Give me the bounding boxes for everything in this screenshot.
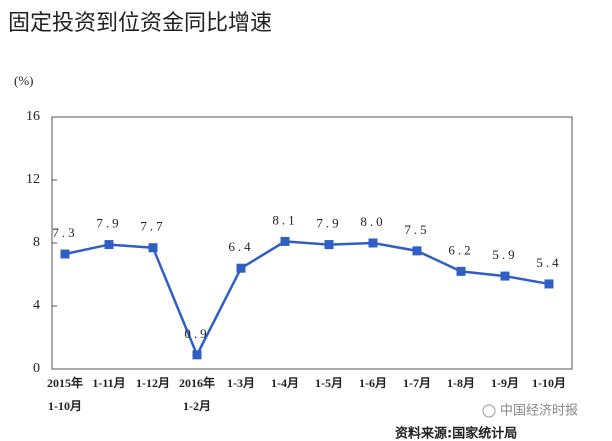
x-tick-label: 1-7月	[403, 376, 431, 390]
x-tick-label: 1-12月	[136, 376, 170, 390]
x-tick-label: 1-8月	[447, 376, 475, 390]
y-tick-label: 4	[33, 298, 40, 313]
line	[64, 240, 550, 358]
marker	[412, 246, 422, 256]
y-tick-label: 12	[26, 172, 40, 187]
source: 资料来源:国家统计局	[395, 426, 517, 441]
marker	[104, 240, 114, 250]
marker	[280, 236, 290, 246]
value-label: 0.9	[184, 326, 209, 341]
x-tick-label: 1-11月	[92, 376, 125, 390]
x-tick-label: 2016年	[179, 375, 215, 390]
marker	[192, 350, 202, 360]
x-tick-label: 1-6月	[359, 376, 387, 390]
marker	[456, 266, 466, 276]
x-tick-label: 1-9月	[491, 376, 519, 390]
x-tick-label: 2015年	[47, 375, 83, 390]
value-label: 5.9	[492, 247, 517, 262]
value-label: 7.7	[140, 219, 165, 234]
x-tick-label: 1-4月	[271, 376, 299, 390]
value-label: 7.3	[52, 225, 77, 240]
y-tick-label: 8	[33, 235, 40, 250]
marker	[236, 263, 246, 273]
y-tick-label: 0	[33, 361, 40, 376]
marker	[60, 249, 70, 259]
value-label: 8.0	[360, 214, 385, 229]
marker	[368, 238, 378, 248]
chart-title: 固定投资到位资金同比增速	[8, 11, 272, 36]
value-label: 7.9	[316, 216, 341, 231]
x-tick-label: 1-10月	[48, 399, 82, 413]
y-unit: (%)	[14, 73, 34, 88]
x-tick-label: 1-2月	[183, 399, 211, 413]
value-label: 6.4	[228, 239, 253, 254]
value-label: 7.5	[404, 222, 429, 237]
marker	[500, 271, 510, 281]
watermark: 中国经济时报	[500, 404, 578, 419]
marker	[148, 243, 158, 253]
x-tick-label: 1-3月	[227, 376, 255, 390]
marker	[324, 240, 334, 250]
value-label: 5.4	[536, 255, 561, 270]
value-label: 8.1	[272, 212, 297, 227]
y-tick-label: 16	[26, 109, 40, 124]
x-tick-label: 1-10月	[532, 376, 566, 390]
value-label: 6.2	[448, 242, 473, 257]
value-label: 7.9	[96, 216, 121, 231]
watermark-icon	[482, 404, 496, 418]
x-tick-label: 1-5月	[315, 376, 343, 390]
marker	[544, 279, 554, 289]
